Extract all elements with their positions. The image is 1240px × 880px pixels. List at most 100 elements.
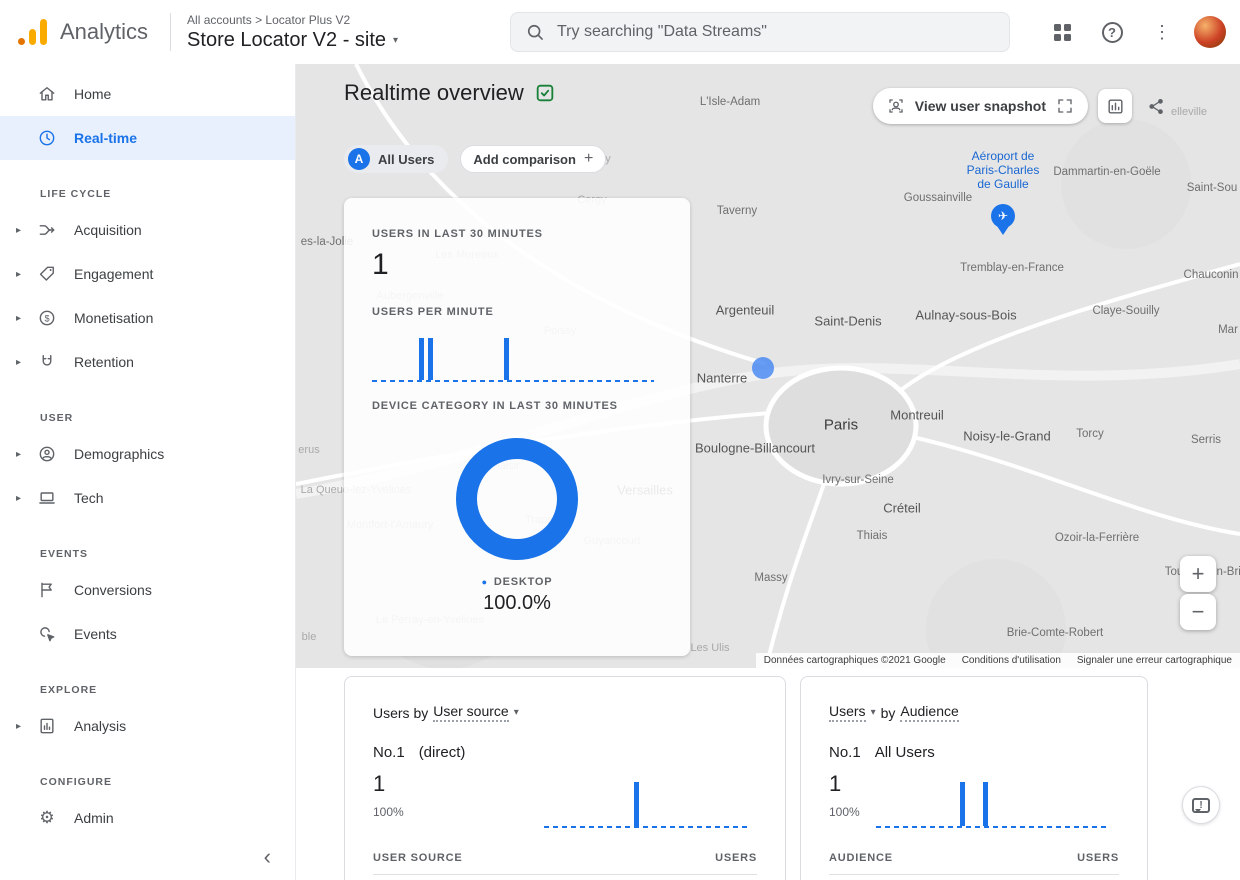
chart-bar [633, 782, 639, 826]
search-input[interactable] [557, 23, 995, 41]
map-label: L'Isle-Adam [699, 96, 761, 108]
map-label: Noisy-le-Grand [963, 428, 1051, 444]
avatar[interactable] [1194, 16, 1226, 48]
dimension-selector[interactable]: Audience [900, 703, 959, 722]
share-button[interactable] [1142, 92, 1170, 120]
sidebar-collapse-button[interactable]: ‹ [263, 844, 271, 869]
map-label: Brie-Comte-Robert [1006, 627, 1104, 639]
svg-text:$: $ [44, 313, 49, 323]
fullscreen-icon[interactable] [1056, 97, 1074, 115]
main-content: ✈ Données cartographiques ©2021 Google C… [296, 64, 1240, 880]
realtime-status-icon [534, 82, 556, 104]
chevron-right-icon[interactable]: ▸ [16, 224, 22, 236]
rank-label: No.1 [373, 744, 405, 761]
chevron-down-icon[interactable]: ▾ [513, 707, 519, 718]
property-name: Store Locator V2 - site [187, 28, 387, 51]
global-search[interactable] [510, 12, 1010, 52]
property-selector[interactable]: Store Locator V2 - site ▾ [187, 29, 398, 52]
top-item-name: (direct) [418, 744, 466, 761]
map-label: Nanterre [696, 370, 748, 386]
grid-icon [1053, 23, 1071, 41]
sidebar-section-configure: CONFIGURE [40, 776, 112, 788]
sidebar-item-label: Acquisition [74, 222, 142, 238]
chevron-right-icon[interactable]: ▸ [16, 720, 22, 732]
sidebar-item-label: Monetisation [74, 310, 154, 326]
device-legend-label: DESKTOP [493, 576, 553, 588]
view-user-snapshot-button[interactable]: View user snapshot [872, 88, 1088, 124]
sidebar-item-admin[interactable]: ⚙ Admin [0, 796, 295, 840]
sidebar-item-label: Home [74, 86, 112, 102]
map-label: Saint-Sou [1186, 182, 1238, 194]
search-icon [525, 22, 545, 42]
gear-icon: ⚙ [39, 808, 55, 827]
org-switcher-button[interactable] [1044, 14, 1080, 50]
map-label: Dammartin-en-Goële [1053, 166, 1161, 178]
more-menu-button[interactable]: ⋮ [1144, 14, 1180, 50]
chart-view-button[interactable] [1098, 89, 1132, 123]
device-legend: ● DESKTOP [482, 576, 553, 588]
sidebar-item-label: Retention [74, 354, 134, 370]
chevron-right-icon[interactable]: ▸ [16, 448, 22, 460]
chevron-right-icon[interactable]: ▸ [16, 312, 22, 324]
add-comparison-chip[interactable]: Add comparison + [460, 145, 607, 173]
click-icon [36, 623, 58, 645]
sidebar-item-tech[interactable]: ▸ Tech [0, 476, 295, 520]
legend-dot-icon: ● [481, 577, 488, 587]
breadcrumb[interactable]: All accounts > Locator Plus V2 [187, 12, 351, 27]
sidebar-item-monetisation[interactable]: ▸ $ Monetisation [0, 296, 295, 340]
sidebar-item-acquisition[interactable]: ▸ Acquisition [0, 208, 295, 252]
sidebar-item-retention[interactable]: ▸ Retention [0, 340, 295, 384]
sidebar-item-conversions[interactable]: Conversions [0, 568, 295, 612]
chevron-down-icon: ▾ [393, 34, 399, 46]
chevron-down-icon[interactable]: ▾ [870, 707, 876, 718]
sidebar-item-label: Conversions [74, 582, 152, 598]
sidebar-item-engagement[interactable]: ▸ Engagement [0, 252, 295, 296]
terms-link[interactable]: Conditions d'utilisation [961, 655, 1061, 666]
map-label: Taverny [716, 205, 758, 217]
feedback-button[interactable]: ! [1182, 786, 1220, 824]
sidebar-item-realtime[interactable]: Real-time [0, 116, 295, 160]
airport-marker-icon: ✈ [991, 204, 1015, 228]
device-category-label: DEVICE CATEGORY IN LAST 30 MINUTES [372, 400, 618, 412]
sidebar: Home Real-time LIFE CYCLE ▸ Acquisition … [0, 64, 296, 880]
device-percent: 100.0% [483, 592, 551, 614]
home-icon [36, 83, 58, 105]
product-name: Analytics [60, 19, 149, 44]
dimension-selector[interactable]: User source [433, 703, 509, 722]
metric-value: 1 [829, 771, 842, 796]
sidebar-item-home[interactable]: Home [0, 72, 295, 116]
metric-selector[interactable]: Users [829, 703, 866, 722]
plane-icon: ✈ [997, 209, 1009, 223]
sidebar-item-events[interactable]: Events [0, 612, 295, 656]
plus-icon: + [583, 150, 594, 167]
map-label: ble [301, 631, 317, 643]
report-error-link[interactable]: Signaler une erreur cartographique [1076, 655, 1232, 666]
help-icon: ? [1101, 21, 1123, 43]
chevron-right-icon[interactable]: ▸ [16, 492, 22, 504]
sidebar-section-events: EVENTS [40, 548, 89, 560]
all-users-label: All Users [378, 151, 435, 167]
all-users-chip[interactable]: A All Users [344, 145, 449, 173]
map-label: Claye-Souilly [1092, 305, 1160, 317]
users-by-audience-card: Users ▾ by Audience No.1 All Users 1 100… [800, 676, 1148, 880]
chevron-right-icon[interactable]: ▸ [16, 356, 22, 368]
map-label: Tremblay-en-France [960, 262, 1064, 274]
zoom-out-button[interactable]: − [1180, 594, 1216, 630]
chevron-right-icon[interactable]: ▸ [16, 268, 22, 280]
engagement-icon [36, 263, 58, 285]
sidebar-item-demographics[interactable]: ▸ Demographics [0, 432, 295, 476]
help-button[interactable]: ? [1094, 14, 1130, 50]
metric-percent: 100% [373, 805, 404, 819]
sidebar-item-analysis[interactable]: ▸ Analysis [0, 704, 295, 748]
kebab-icon: ⋮ [1153, 21, 1171, 42]
map-label: Argenteuil [715, 302, 775, 318]
acquisition-icon [36, 219, 58, 241]
analytics-logo-icon[interactable] [18, 18, 48, 46]
map-label: Thiais [856, 530, 888, 542]
zoom-in-button[interactable]: + [1180, 556, 1216, 592]
column-header-users: USERS [1077, 852, 1119, 864]
chart-icon [1106, 97, 1125, 116]
map-label: de Gaulle [977, 177, 1029, 191]
add-comparison-label: Add comparison [473, 151, 576, 167]
sidebar-item-label: Admin [74, 810, 114, 826]
